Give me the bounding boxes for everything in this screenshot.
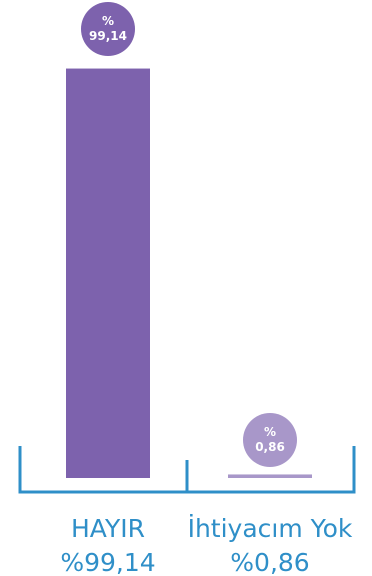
- value-bubble-2: [243, 413, 297, 467]
- value-bubbles-layer: % 99,14 % 0,86: [81, 2, 297, 467]
- bars-layer: [66, 68, 312, 478]
- category-value-label-2: %0,86: [230, 548, 309, 576]
- category-label-2: İhtiyacım Yok: [188, 514, 353, 543]
- value-label-1: % 99,14: [89, 14, 127, 43]
- axis-bracket: [18, 446, 356, 494]
- value-label-2: % 0,86: [255, 425, 285, 454]
- bar-1: [66, 68, 150, 478]
- bar-2: [228, 474, 312, 478]
- category-value-label-1: %99,14: [60, 548, 155, 576]
- category-label-1: HAYIR: [71, 514, 145, 543]
- category-labels-layer: HAYIR %99,14 İhtiyacım Yok %0,86: [60, 514, 353, 576]
- value-bubble-1: [81, 2, 135, 56]
